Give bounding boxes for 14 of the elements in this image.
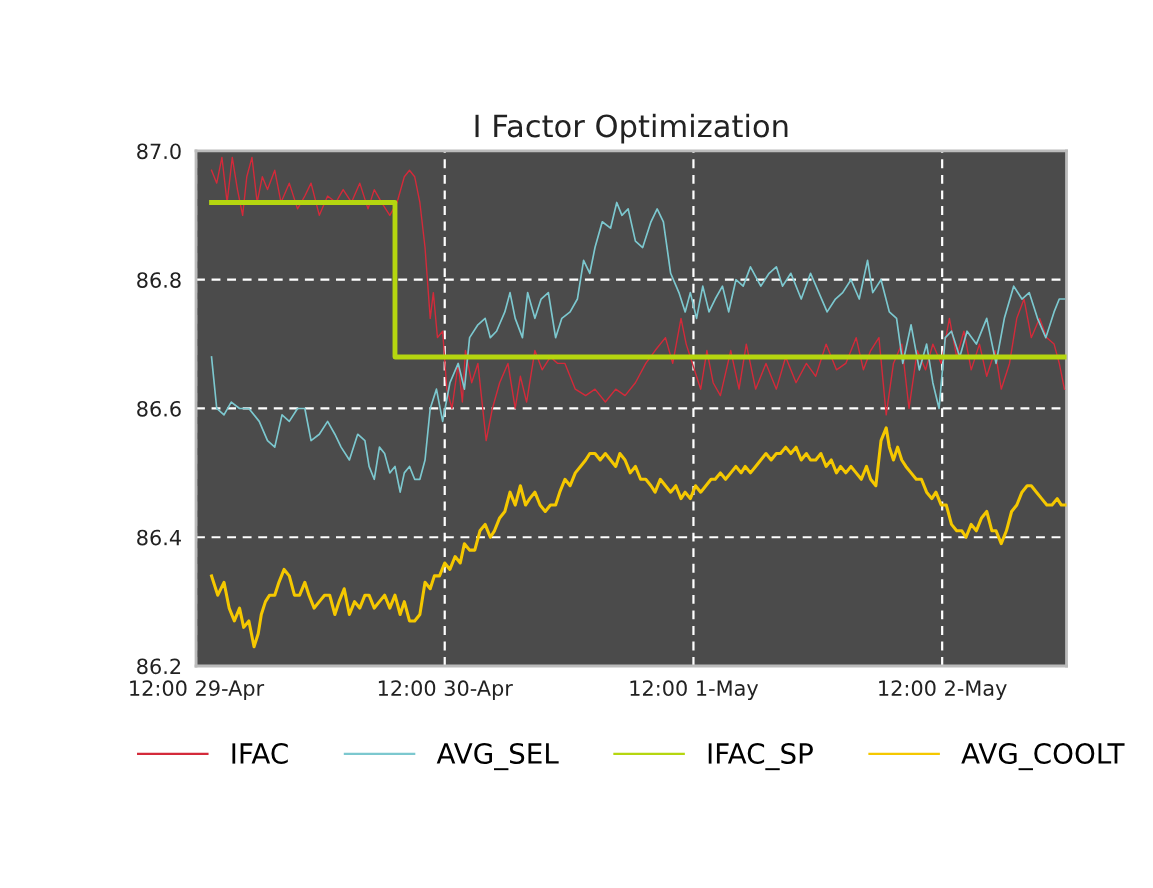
x-tick-label: 12:00 1-May (630, 680, 759, 701)
x-tick-label: 12:00 30-Apr (378, 680, 513, 701)
chart-title: I Factor Optimization (475, 113, 788, 144)
x-tick-label: 12:00 2-May (879, 680, 1007, 701)
y-tick-label: 86.4 (137, 529, 181, 546)
legend-label: IFAC_SP (708, 742, 813, 771)
y-tick-label: 87.0 (137, 143, 181, 160)
y-tick-label: 86.2 (137, 658, 181, 675)
legend-label: AVG_COOLT (961, 742, 1125, 771)
legend-label: AVG_SEL (436, 742, 559, 771)
legend-label: IFAC (232, 742, 288, 765)
x-tick-label: 12:00 29-Apr (130, 680, 265, 701)
y-tick-label: 86.6 (137, 400, 181, 417)
y-tick-label: 86.8 (137, 272, 181, 288)
